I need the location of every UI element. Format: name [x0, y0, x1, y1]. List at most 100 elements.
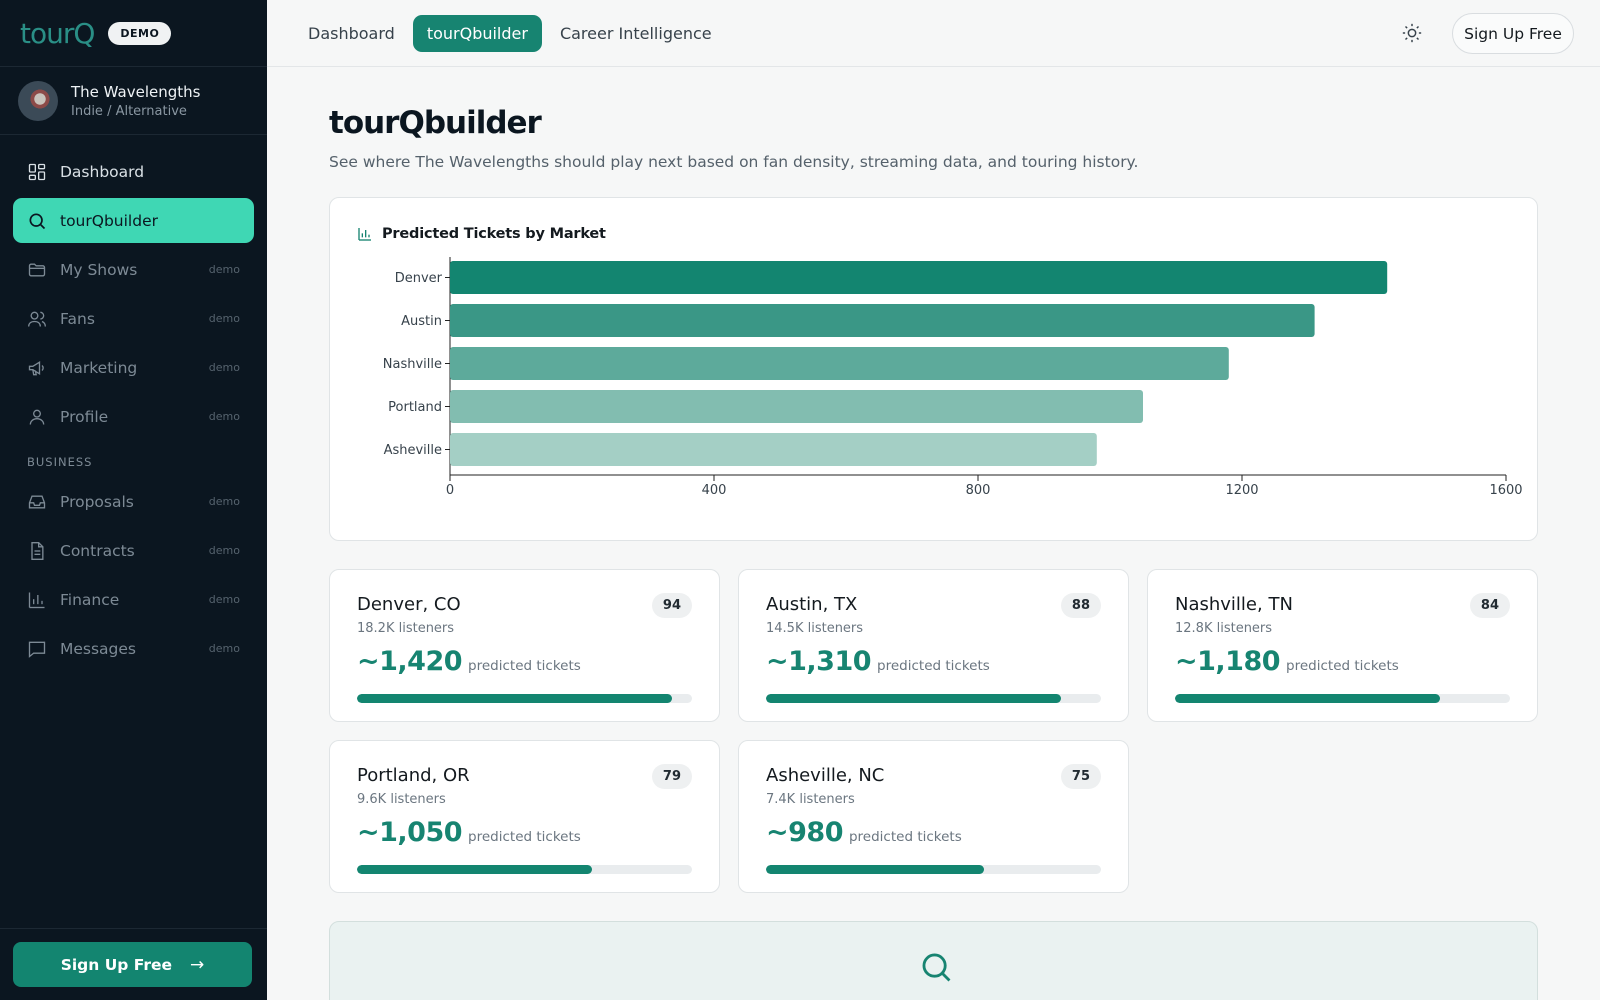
sidebar-item-dashboard[interactable]: Dashboard: [13, 149, 254, 194]
x-tick-label: 1200: [1225, 483, 1258, 498]
market-score-badge: 88: [1060, 593, 1101, 618]
sidebar-item-my-shows[interactable]: My Shows demo: [13, 247, 254, 292]
section-label-business: BUSINESS: [27, 455, 93, 469]
sidebar-item-tourqbuilder[interactable]: tourQbuilder: [13, 198, 254, 243]
bar-asheville: [450, 433, 1097, 466]
avatar: [18, 80, 58, 121]
sidebar-item-label: Proposals: [60, 492, 134, 511]
sidebar-item-profile[interactable]: Profile demo: [13, 394, 254, 439]
demo-tag: demo: [208, 593, 240, 606]
dashboard-icon: [28, 163, 46, 180]
sidebar-item-label: Marketing: [60, 358, 138, 377]
market-city: Asheville, NC: [766, 765, 885, 786]
document-icon: [31, 541, 44, 560]
demo-badge: DEMO: [108, 21, 172, 45]
sidebar-footer: Sign Up Free →: [0, 928, 267, 1000]
market-cards: Denver, CO 18.2K listeners 94 ~1,420 pred…: [329, 569, 1539, 893]
predicted-tickets-chart: Denver Austin Nashville Portland Asheville 0 4…: [383, 257, 1523, 498]
demo-tag: demo: [208, 263, 240, 276]
page-subtitle: See where The Wavelengths should play ne…: [329, 153, 1139, 171]
sidebar-item-label: tourQbuilder: [60, 211, 158, 230]
sun-icon[interactable]: [1401, 22, 1423, 44]
chart-title: Predicted Tickets by Market: [382, 226, 606, 242]
tab-dashboard[interactable]: Dashboard: [308, 23, 395, 43]
demo-tag: demo: [208, 544, 240, 557]
market-card-denver[interactable]: Denver, CO 18.2K listeners 94 ~1,420 pred…: [329, 569, 720, 722]
sidebar-item-label: Messages: [60, 639, 137, 658]
sidebar-item-label: Dashboard: [60, 162, 145, 181]
market-card-nashville[interactable]: Nashville, TN 12.8K listeners 84 ~1,180 p…: [1147, 569, 1538, 722]
market-progress-fill: [357, 694, 672, 703]
user-icon: [29, 409, 45, 425]
market-score-badge: 94: [651, 593, 692, 618]
market-progress-bar: [357, 865, 692, 874]
search-cta-card[interactable]: [329, 921, 1538, 1000]
logo[interactable]: tourQ: [20, 16, 95, 50]
x-tick-label: 800: [966, 483, 991, 498]
market-progress-bar: [1175, 694, 1510, 703]
market-card-portland[interactable]: Portland, OR 9.6K listeners 79 ~1,050 pre…: [329, 740, 720, 893]
sidebar-item-marketing[interactable]: Marketing demo: [13, 345, 254, 390]
market-tickets: ~1,180: [1175, 646, 1281, 677]
artist-profile[interactable]: The Wavelengths Indie / Alternative: [0, 67, 267, 135]
y-tick-label: Denver: [395, 271, 443, 286]
sidebar-item-contracts[interactable]: Contracts demo: [13, 528, 254, 573]
artist-name: The Wavelengths: [71, 82, 201, 101]
sidebar-item-proposals[interactable]: Proposals demo: [13, 479, 254, 524]
brand: tourQ DEMO: [0, 0, 267, 67]
search-icon: [29, 213, 46, 229]
x-tick-label: 400: [702, 483, 727, 498]
y-tick-label: Nashville: [383, 357, 442, 372]
market-listeners: 7.4K listeners: [766, 792, 855, 807]
demo-tag: demo: [208, 495, 240, 508]
sidebar-item-fans[interactable]: Fans demo: [13, 296, 254, 341]
main-content: tourQbuilder See where The Wavelengths s…: [329, 67, 1539, 1000]
market-tickets-label: predicted tickets: [468, 658, 581, 674]
sidebar-item-label: Fans: [60, 309, 95, 328]
market-tickets-label: predicted tickets: [1286, 658, 1399, 674]
market-progress-bar: [766, 865, 1101, 874]
market-card-asheville[interactable]: Asheville, NC 7.4K listeners 75 ~980 pred…: [738, 740, 1129, 893]
market-city: Austin, TX: [766, 594, 858, 615]
sidebar-item-finance[interactable]: Finance demo: [13, 577, 254, 622]
market-listeners: 18.2K listeners: [357, 621, 455, 636]
market-city: Portland, OR: [357, 765, 470, 786]
sidebar-signup-button[interactable]: Sign Up Free →: [13, 942, 252, 987]
market-listeners: 9.6K listeners: [357, 792, 446, 807]
bar-portland: [450, 390, 1143, 423]
demo-tag: demo: [208, 410, 240, 423]
signup-label: Sign Up Free: [60, 955, 173, 974]
chart-card: Denver Austin Nashville Portland Asheville 0 4…: [329, 197, 1538, 541]
tab-tourqbuilder[interactable]: tourQbuilder: [412, 14, 542, 52]
market-listeners: 14.5K listeners: [766, 621, 864, 636]
inbox-icon: [28, 495, 46, 508]
header-signup-button[interactable]: Sign Up Free: [1452, 13, 1574, 54]
y-tick-label: Austin: [401, 314, 442, 329]
market-progress-bar: [766, 694, 1101, 703]
bar-denver: [450, 261, 1388, 294]
market-score-badge: 75: [1060, 764, 1101, 789]
market-tickets-label: predicted tickets: [877, 658, 990, 674]
market-listeners: 12.8K listeners: [1175, 621, 1273, 636]
demo-tag: demo: [208, 361, 240, 374]
market-score-badge: 79: [651, 764, 692, 789]
market-card-austin[interactable]: Austin, TX 14.5K listeners 88 ~1,310 pred…: [738, 569, 1129, 722]
sidebar-item-messages[interactable]: Messages demo: [13, 626, 254, 671]
tab-career-intelligence[interactable]: Career Intelligence: [559, 23, 712, 43]
y-tick-label: Asheville: [384, 443, 442, 458]
market-progress-fill: [357, 865, 592, 874]
megaphone-icon: [28, 360, 44, 375]
bar-austin: [450, 304, 1315, 337]
folder-icon: [28, 263, 46, 276]
bar-nashville: [450, 347, 1229, 380]
chart-header: Predicted Tickets by Market: [357, 226, 606, 242]
sidebar-item-label: Profile: [60, 407, 109, 426]
message-icon: [28, 641, 46, 658]
y-tick-label: Portland: [388, 400, 442, 415]
bar-chart-icon: [358, 228, 371, 241]
sidebar: tourQ DEMO The Wavelengths Indie / Alter…: [0, 0, 267, 1000]
market-city: Nashville, TN: [1175, 594, 1293, 615]
market-progress-fill: [1175, 694, 1440, 703]
sidebar-item-label: Contracts: [60, 541, 135, 560]
market-progress-bar: [357, 694, 692, 703]
